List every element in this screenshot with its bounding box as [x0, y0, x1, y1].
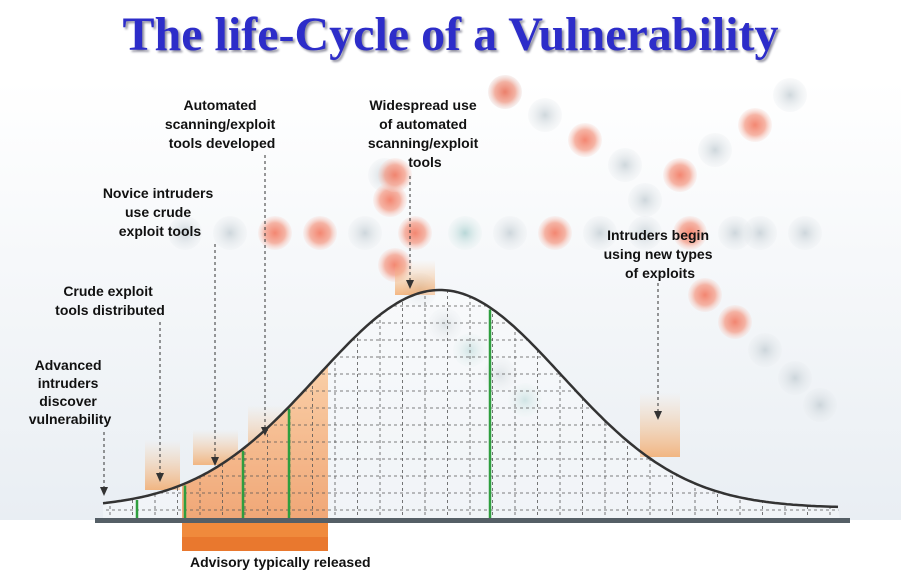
baseline-axis [95, 518, 850, 523]
decorative-dot [378, 158, 412, 192]
decorative-dot [348, 216, 382, 250]
label-widespread-use: Widespread use of automated scanning/exp… [368, 97, 482, 170]
label-crude-exploit-tools: Crude exploit tools distributed [55, 283, 165, 318]
decorative-dot [803, 388, 837, 422]
arrow-head [406, 280, 414, 289]
decorative-dot [398, 216, 432, 250]
arrow-head [654, 411, 662, 420]
decorative-dot [583, 216, 617, 250]
decorative-dot [448, 216, 482, 250]
decorative-dot [748, 333, 782, 367]
label-automated-tools-developed: Automated scanning/exploit tools develop… [165, 97, 279, 151]
decorative-dot [428, 308, 462, 342]
decorative-dot [258, 216, 292, 250]
arrow-head [100, 487, 108, 496]
decorative-dot [493, 216, 527, 250]
annotation-arrows [100, 155, 662, 496]
highlight-glow [640, 392, 680, 457]
decorative-dot [698, 133, 732, 167]
decorative-dot [508, 383, 542, 417]
decorative-dot [788, 216, 822, 250]
decorative-dot [568, 123, 602, 157]
decorative-dot [718, 305, 752, 339]
advisory-bar-shade [182, 537, 328, 551]
arrow-head [156, 473, 164, 482]
decorative-dot [773, 78, 807, 112]
highlight-glow [395, 260, 435, 295]
decorative-dot [688, 278, 722, 312]
page-title: The life-Cycle of a Vulnerability [122, 8, 779, 61]
decorative-dot [483, 358, 517, 392]
label-novice-intruders: Novice intruders use crude exploit tools [103, 185, 217, 239]
decorative-dot [528, 98, 562, 132]
decorative-dot [628, 216, 662, 250]
decorative-dot [628, 183, 662, 217]
arrow-head [261, 427, 269, 436]
label-new-types-of-exploits: Intruders begin using new types of explo… [604, 227, 717, 281]
advisory-period-fill [182, 365, 328, 520]
decorative-dot [213, 216, 247, 250]
decorative-dot [663, 158, 697, 192]
decorative-dot [608, 148, 642, 182]
advisory-label-backdrop [182, 551, 328, 571]
highlight-glow [145, 440, 180, 490]
decorative-dot [488, 75, 522, 109]
label-advanced-intruders: Advanced intruders discover vulnerabilit… [29, 357, 112, 427]
arrow-head [211, 457, 219, 466]
green-marker-lines [135, 309, 492, 520]
decorative-dot [303, 216, 337, 250]
lifecycle-curve [102, 288, 839, 509]
decorative-dot [168, 216, 202, 250]
advisory-label: Advisory typically released [190, 554, 371, 570]
decorative-dots [168, 75, 837, 422]
decorative-dot [718, 216, 752, 250]
decorative-dot [673, 216, 707, 250]
decorative-dot [738, 108, 772, 142]
decorative-dot [538, 216, 572, 250]
decorative-dot [743, 216, 777, 250]
decorative-dot [778, 361, 812, 395]
